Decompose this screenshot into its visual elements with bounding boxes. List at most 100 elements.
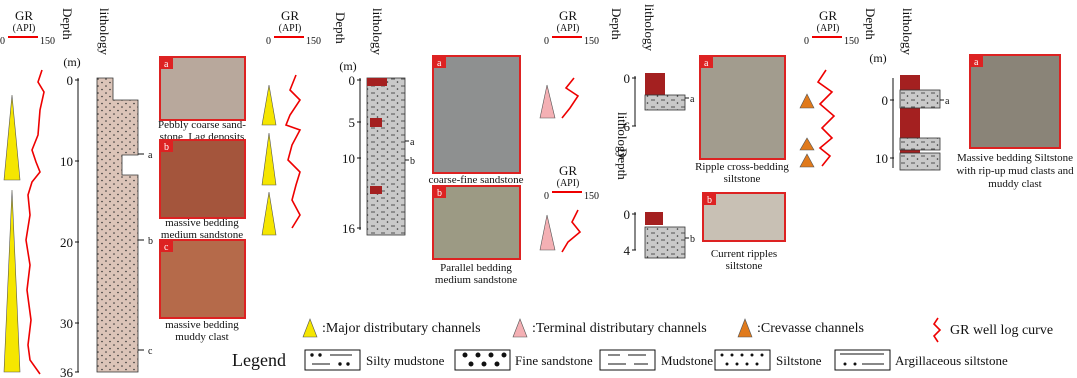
gr-unit: (API) — [13, 23, 36, 34]
panel-2-shapes — [261, 74, 406, 236]
photo-caption: medium sandstone — [435, 274, 517, 286]
photo-caption: Massive bedding Siltstone — [957, 152, 1073, 164]
lithology-title: lithology — [642, 4, 657, 51]
core-photo — [702, 192, 786, 242]
depth-unit: (m) — [63, 55, 80, 69]
depth-tick-label: 10 — [342, 151, 355, 166]
photo-letter: a — [164, 59, 169, 70]
depth-title: Depth — [863, 8, 878, 40]
sample-mark: a — [148, 150, 153, 161]
gr-title: GR — [281, 8, 299, 23]
depth-tick-label: 5 — [349, 115, 356, 130]
core-photo — [159, 139, 246, 219]
depth-unit: (m) — [869, 51, 886, 65]
core-photo — [432, 55, 521, 174]
core-photo — [432, 185, 521, 260]
photo-label-bg — [161, 241, 173, 252]
lithology-title: lithology — [370, 8, 385, 55]
photo-letter: b — [164, 142, 169, 153]
gr-max: 150 — [306, 36, 321, 47]
gr-title: GR — [559, 8, 577, 23]
photo-caption: Current ripples — [711, 248, 777, 260]
legend-shapes — [302, 317, 942, 371]
photo-caption: Ripple cross-bedding — [695, 161, 789, 173]
photo-caption: medium sandstone — [161, 229, 243, 241]
depth-title: Depth — [609, 8, 624, 40]
legend-lithology: Fine sandstone — [515, 353, 593, 368]
photo-caption: with rip-up mud clasts and — [956, 165, 1074, 177]
core-photo — [969, 54, 1061, 149]
core-photo — [159, 56, 246, 121]
photo-letter: b — [437, 188, 442, 199]
gr-title: GR — [819, 8, 837, 23]
depth-unit: (m) — [339, 59, 356, 73]
depth-title: Depth — [615, 148, 630, 180]
photo-label-bg — [161, 141, 173, 152]
depth-tick-label: 0 — [882, 93, 889, 108]
sample-mark: b — [690, 234, 695, 245]
sample-mark: a — [945, 96, 950, 107]
photo-caption: Pebbly coarse sand- — [158, 119, 246, 131]
photo-caption: muddy clast — [988, 178, 1041, 190]
depth-tick-label: 4 — [624, 243, 631, 258]
legend-symbol: :Crevasse channels — [757, 321, 864, 336]
sample-mark: b — [410, 156, 415, 167]
gr-max: 150 — [40, 36, 55, 47]
legend-lithology: Silty mudstone — [366, 353, 445, 368]
photo-letter: c — [164, 242, 169, 253]
depth-tick-label: 0 — [624, 207, 631, 222]
photo-label-bg — [701, 57, 713, 68]
gr-min: 0 — [0, 36, 5, 47]
photo-caption: muddy clast — [175, 331, 228, 343]
depth-tick-label: 10 — [875, 151, 888, 166]
photo-caption: massive bedding — [165, 217, 239, 229]
depth-tick-label: 0 — [624, 71, 631, 86]
sample-mark: a — [690, 94, 695, 105]
photo-letter: b — [707, 195, 712, 206]
photo-caption: massive bedding — [165, 319, 239, 331]
depth-tick-label: 20 — [60, 235, 73, 250]
photo-caption: siltstone — [726, 260, 763, 272]
gr-unit: (API) — [557, 178, 580, 189]
gr-max: 150 — [844, 36, 859, 47]
photo-caption: Parallel bedding — [440, 262, 512, 274]
gr-title: GR — [15, 8, 33, 23]
gr-min: 0 — [804, 36, 809, 47]
legend-symbol: :Major distributary channels — [322, 321, 481, 336]
lithology-title: lithology — [615, 112, 630, 159]
photo-letter: a — [704, 58, 709, 69]
legend-title: Legend — [232, 350, 286, 370]
gr-min: 0 — [266, 36, 271, 47]
legend-lithology: Siltstone — [776, 353, 822, 368]
photo-caption: coarse-fine sandstone — [429, 174, 524, 186]
panel-3-shapes — [539, 73, 686, 259]
depth-title: Depth — [60, 8, 75, 40]
legend-lithology: Argillaceous siltstone — [895, 353, 1008, 368]
sample-mark: b — [148, 236, 153, 247]
photo-label-bg — [971, 56, 983, 67]
photo-letter: a — [974, 57, 979, 68]
gr-max: 150 — [584, 191, 599, 202]
depth-tick-label: 36 — [60, 365, 74, 378]
panel-4-shapes — [799, 69, 941, 171]
gr-max: 150 — [584, 36, 599, 47]
photo-letter: a — [437, 58, 442, 69]
depth-tick-label: 0 — [67, 73, 74, 88]
depth-tick-label: 16 — [342, 221, 356, 236]
gr-unit: (API) — [279, 23, 302, 34]
sample-mark: c — [148, 346, 153, 357]
lithology-title: lithology — [900, 8, 915, 55]
legend-symbol: GR well log curve — [950, 323, 1053, 338]
photo-label-bg — [434, 187, 446, 198]
gr-title: GR — [559, 163, 577, 178]
core-photo — [699, 55, 786, 160]
lithology-title: lithology — [97, 8, 112, 55]
core-photo — [159, 239, 246, 319]
photo-caption: siltstone — [724, 173, 761, 185]
legend-lithology: Mudstone — [661, 353, 713, 368]
gr-unit: (API) — [557, 23, 580, 34]
depth-tick-label: 6 — [624, 119, 631, 134]
depth-tick-label: 0 — [349, 73, 356, 88]
depth-tick-label: 10 — [60, 154, 73, 169]
